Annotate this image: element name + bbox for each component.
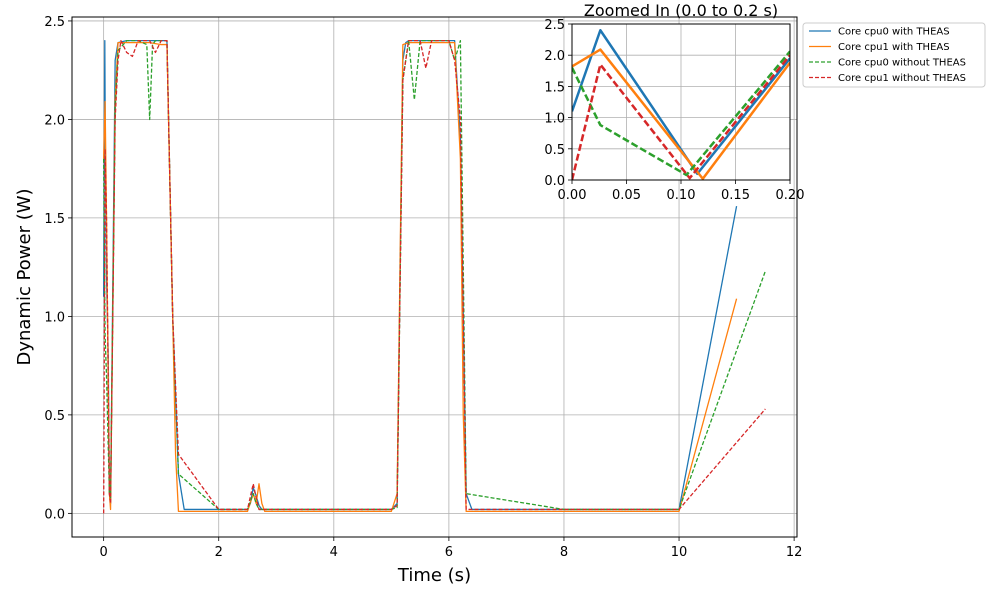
inset-x-tick-label: 0.05 [612, 188, 641, 203]
inset-y-tick-label: 2.0 [544, 49, 565, 64]
inset-y-tick-label: 1.5 [544, 80, 565, 95]
legend-frame [802, 22, 986, 88]
main-x-tick-label: 6 [445, 545, 453, 560]
main-y-tick-label: 0.0 [44, 507, 65, 522]
x-axis-label: Time (s) [397, 565, 471, 586]
inset-line-core-cpu0-without-theas [572, 50, 790, 177]
main-x-tick-label: 12 [786, 545, 803, 560]
main-y-tick-label: 2.0 [44, 113, 65, 128]
legend-label: Core cpu1 with THEAS [838, 42, 950, 53]
legend-label: Core cpu0 with THEAS [838, 27, 950, 38]
main-x-tick-label: 8 [560, 545, 568, 560]
inset-ticks: 0.00 0.05 0.10 0.15 0.20 0.0 0.5 1.0 1.5 2.0 2.5 [544, 18, 804, 203]
inset-x-tick-label: 0.15 [721, 188, 750, 203]
main-series-group [103, 39, 766, 514]
main-axes: 0 2 4 6 8 10 12 0.0 0.5 1.0 1.5 2.0 2.5 Time (s) Dyn… [14, 15, 802, 586]
legend-label: Core cpu0 without THEAS [838, 58, 966, 69]
y-axis-label: Dynamic Power (W) [14, 188, 35, 365]
legend-label: Core cpu1 without THEAS [838, 73, 966, 84]
main-y-tick-label: 0.5 [44, 409, 65, 424]
inset-y-tick-label: 1.0 [544, 112, 565, 127]
inset-axes: 0.00 0.05 0.10 0.15 0.20 0.0 0.5 1.0 1.5 2.0 2.5 Z… [544, 1, 804, 203]
main-x-tick-label: 0 [100, 545, 108, 560]
main-grid [72, 17, 797, 537]
legend: Core cpu0 with THEAS Core cpu1 with THEAS… [802, 22, 986, 88]
main-y-tick-label: 1.5 [44, 212, 65, 227]
main-line-core-cpu1-without-theas [103, 39, 766, 514]
main-y-tick-label: 2.5 [44, 15, 65, 30]
inset-x-tick-label: 0.00 [558, 188, 587, 203]
main-x-tick-label: 10 [671, 545, 688, 560]
inset-y-tick-label: 0.0 [544, 174, 565, 189]
inset-y-tick-label: 2.5 [544, 18, 565, 33]
inset-title: Zoomed In (0.0 to 0.2 s) [584, 1, 778, 20]
inset-line-core-cpu1-without-theas [572, 54, 790, 180]
inset-series-group [572, 28, 790, 180]
inset-line-core-cpu0-with-theas [572, 28, 790, 176]
inset-x-tick-label: 0.20 [776, 188, 805, 203]
main-y-tick-label: 1.0 [44, 310, 65, 325]
inset-line-core-cpu1-with-theas [572, 48, 790, 180]
legend-items: Core cpu0 with THEAS Core cpu1 with THEAS… [809, 27, 966, 84]
main-x-tick-label: 2 [215, 545, 223, 560]
inset-y-tick-label: 0.5 [544, 143, 565, 158]
main-x-tick-label: 4 [330, 545, 338, 560]
main-plot-frame [71, 16, 798, 538]
inset-x-tick-label: 0.10 [667, 188, 696, 203]
main-ticks: 0 2 4 6 8 10 12 0.0 0.5 1.0 1.5 2.0 2.5 [44, 15, 802, 560]
